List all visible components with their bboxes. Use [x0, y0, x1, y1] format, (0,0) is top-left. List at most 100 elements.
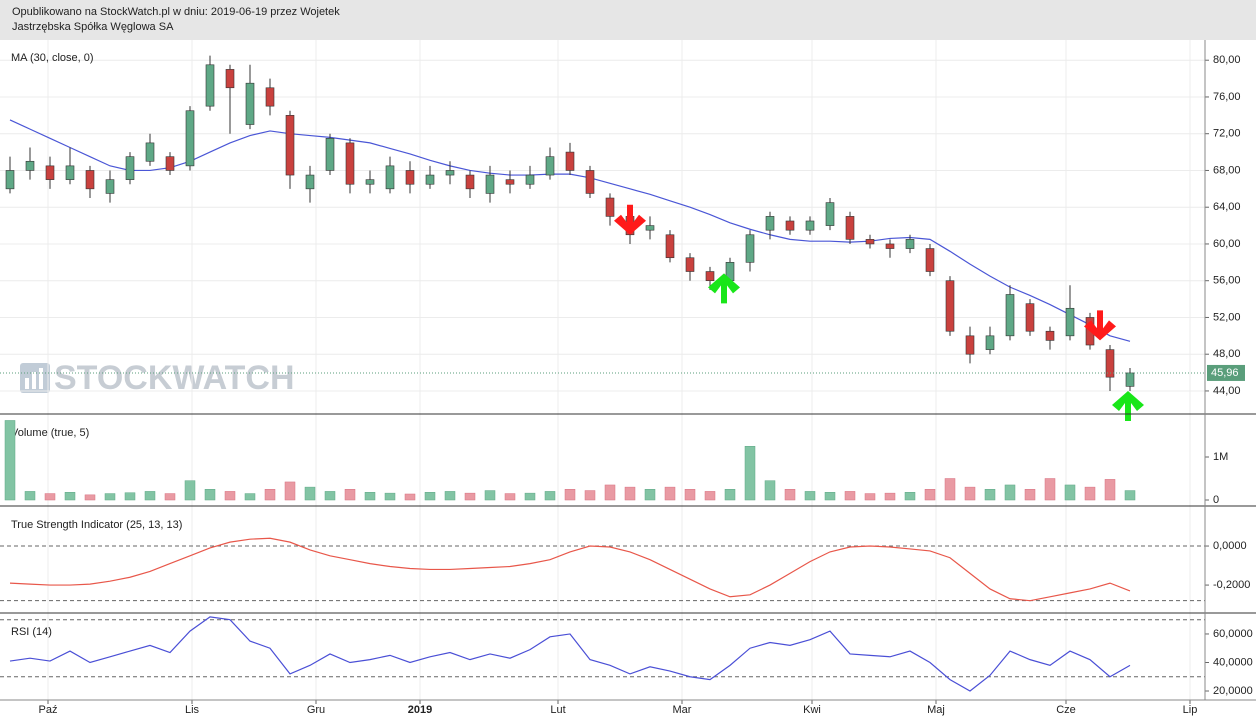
- x-tick-label: Lut: [550, 704, 565, 716]
- volume-bar: [404, 493, 416, 501]
- volume-bar: [104, 493, 116, 501]
- y-tick-label: 40,0000: [1213, 656, 1253, 668]
- candle-body: [765, 216, 775, 231]
- volume-bar: [264, 489, 276, 501]
- x-tick-label: 2019: [408, 704, 432, 716]
- volume-bar: [784, 489, 796, 501]
- signal-arrow: [614, 204, 646, 235]
- volume-bar: [1004, 484, 1016, 501]
- candle-body: [145, 142, 155, 162]
- candle-body: [585, 170, 595, 194]
- candle-body: [985, 335, 995, 350]
- y-tick-label: -0,2000: [1213, 579, 1250, 591]
- volume-bar: [24, 491, 36, 501]
- panel-title: Volume (true, 5): [11, 427, 89, 439]
- candle-body: [1025, 303, 1035, 332]
- candle-body: [905, 239, 915, 249]
- candle-body: [865, 239, 875, 245]
- candle-body: [1065, 307, 1075, 337]
- candle-body: [785, 220, 795, 231]
- candle-body: [225, 69, 235, 89]
- volume-bar: [124, 492, 136, 501]
- volume-bar: [544, 491, 556, 501]
- volume-bar: [824, 492, 836, 501]
- volume-bar: [684, 489, 696, 501]
- candle-body: [105, 179, 115, 194]
- volume-bar: [524, 492, 536, 501]
- volume-bar: [304, 486, 316, 501]
- candle-body: [5, 170, 15, 190]
- y-tick-label: 72,00: [1213, 128, 1241, 140]
- candle-body: [545, 156, 555, 176]
- candle-body: [685, 257, 695, 272]
- candle-body: [365, 179, 375, 185]
- indicator-line: [9, 616, 1131, 692]
- volume-bar: [944, 478, 956, 501]
- candle-body: [205, 64, 215, 107]
- volume-bar: [984, 489, 996, 501]
- x-tick-label: Lis: [185, 704, 200, 716]
- x-tick-label: Kwi: [803, 704, 821, 716]
- volume-bar: [44, 493, 56, 501]
- candle-body: [1105, 349, 1115, 378]
- candle-body: [465, 174, 475, 190]
- y-tick-label: 48,00: [1213, 348, 1241, 360]
- candle-body: [845, 216, 855, 240]
- volume-bar: [764, 480, 776, 501]
- candle-body: [825, 202, 835, 226]
- candle-body: [265, 87, 275, 107]
- candle-body: [25, 160, 35, 171]
- volume-bar: [344, 489, 356, 501]
- volume-bar: [64, 492, 76, 501]
- panel-title: MA (30, close, 0): [11, 52, 94, 64]
- x-tick-label: Gru: [307, 704, 325, 716]
- volume-bar: [384, 492, 396, 501]
- volume-bar: [604, 484, 616, 501]
- candle-body: [705, 271, 715, 282]
- volume-bar: [804, 491, 816, 501]
- y-tick-label: 60,00: [1213, 238, 1241, 250]
- volume-bar: [144, 491, 156, 501]
- candle-body: [605, 197, 615, 217]
- y-tick-label: 1M: [1213, 451, 1228, 463]
- y-tick-label: 80,00: [1213, 54, 1241, 66]
- volume-bar: [964, 486, 976, 501]
- indicator-line: [9, 537, 1131, 602]
- volume-bar: [284, 481, 296, 501]
- volume-bar: [704, 491, 716, 501]
- x-tick-label: Lip: [1183, 704, 1198, 716]
- candle-body: [1125, 372, 1135, 387]
- candle-body: [405, 170, 415, 185]
- candle-body: [925, 248, 935, 272]
- candle-body: [1005, 294, 1015, 337]
- y-tick-label: 76,00: [1213, 91, 1241, 103]
- panel-title: True Strength Indicator (25, 13, 13): [11, 519, 182, 531]
- volume-bar: [464, 492, 476, 501]
- signal-arrow: [1112, 390, 1144, 421]
- candle-body: [485, 174, 495, 194]
- candle-body: [645, 225, 655, 231]
- x-tick-label: Cze: [1056, 704, 1076, 716]
- watermark-icon-bar: [32, 372, 36, 389]
- volume-bar: [4, 420, 16, 501]
- y-tick-label: 64,00: [1213, 201, 1241, 213]
- volume-bar: [884, 492, 896, 501]
- volume-bar: [504, 493, 516, 501]
- volume-bar: [904, 492, 916, 501]
- header-line1: Opublikowano na StockWatch.pl w dniu: 20…: [12, 6, 340, 18]
- header-line2: Jastrzębska Spółka Węglowa SA: [12, 21, 174, 33]
- candle-body: [165, 156, 175, 171]
- volume-bar: [324, 491, 336, 501]
- volume-bar: [84, 494, 96, 501]
- candle-body: [425, 174, 435, 185]
- last-price-box: [1207, 364, 1245, 381]
- volume-bar: [624, 486, 636, 501]
- volume-bar: [204, 489, 216, 501]
- x-tick-label: Maj: [927, 704, 945, 716]
- volume-bar: [1044, 478, 1056, 501]
- y-tick-label: 68,00: [1213, 164, 1241, 176]
- volume-bar: [664, 486, 676, 501]
- panel-title: RSI (14): [11, 626, 52, 638]
- signal-arrow: [1084, 310, 1116, 341]
- volume-bar: [1024, 489, 1036, 501]
